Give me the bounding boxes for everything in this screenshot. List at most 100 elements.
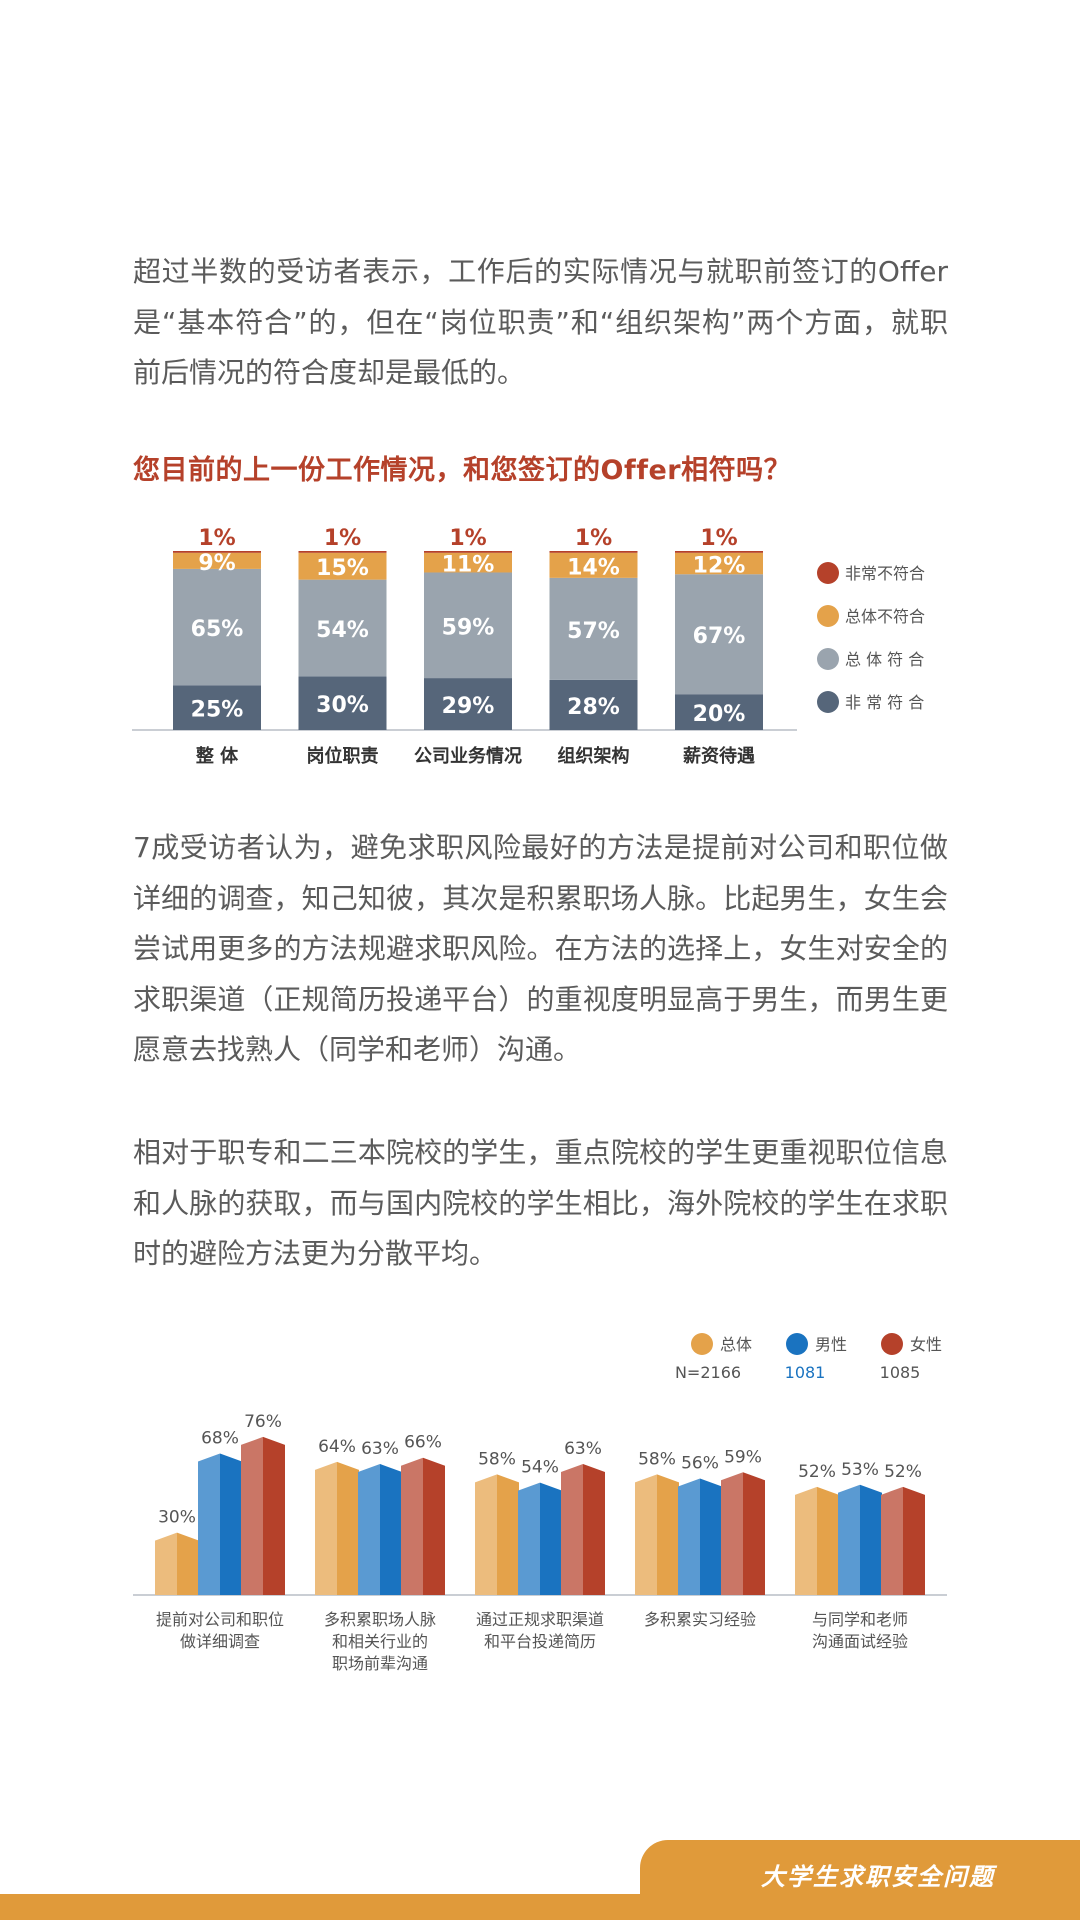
chart1-value-label: 12% xyxy=(693,554,746,579)
chart2-bar xyxy=(881,1486,925,1595)
chart2-legend-label: 女性 xyxy=(910,1335,942,1354)
chart1-value-label: 67% xyxy=(693,624,746,649)
chart1-value-label: 14% xyxy=(567,555,620,580)
chart1-bar-segment xyxy=(424,572,512,679)
chart2-value-label: 58% xyxy=(638,1449,676,1469)
chart2-value-label: 54% xyxy=(521,1458,559,1478)
chart1-bar-segment xyxy=(173,568,261,686)
risk-avoidance-chart: 总体 N=2166 男性 1081 女性 1085 30% 68%76% 提前对公司和职位做详… xyxy=(133,1333,947,1673)
chart1-bar-segment xyxy=(173,552,261,569)
risk-methods-paragraph: 7成受访者认为，避免求职风险最好的方法是提前对公司和职位做详细的调查，知己知彼，… xyxy=(133,831,948,1066)
chart1-value-label: 54% xyxy=(316,618,369,643)
chart1-legend-label: 总体不符合 xyxy=(845,607,925,626)
chart1-bar-segment xyxy=(549,679,638,730)
chart2-category-label: 通过正规求职渠道和平台投递简历 xyxy=(476,1610,604,1651)
chart2-legend-label: 总体 xyxy=(720,1335,752,1354)
chart1-legend-swatch xyxy=(817,605,839,627)
chart1-title: 您目前的上一份工作情况，和您签订的Offer相符吗？ xyxy=(133,455,792,486)
chart1-category-label: 薪资待遇 xyxy=(683,745,755,767)
chart1-value-label: 59% xyxy=(442,615,495,640)
footer-banner: 大学生求职安全问题 xyxy=(0,1840,1080,1920)
chart1-legend-label: 非常不符合 xyxy=(845,564,925,583)
chart2-legend-label: 男性 xyxy=(815,1335,847,1354)
chart1-category-label: 整 体 xyxy=(195,745,239,767)
chart2-value-label: 52% xyxy=(884,1462,922,1482)
chart1-bar-segment xyxy=(675,574,763,695)
chart1-bar-segment xyxy=(675,552,763,575)
chart2-legend-n: 1081 xyxy=(785,1363,826,1382)
chart1-bar-segment xyxy=(298,676,387,730)
chart2-bar xyxy=(518,1482,562,1595)
intro-paragraph: 超过半数的受访者表示，工作后的实际情况与就职前签订的Offer是“基本符合”的，… xyxy=(133,255,948,389)
chart1-value-label: 1% xyxy=(575,526,612,551)
chart2-bar xyxy=(678,1478,722,1595)
chart1-bar-segment xyxy=(424,551,512,553)
school-comparison-paragraph: 相对于职专和二三本院校的学生，重点院校的学生更重视职位信息和人脉的获取，而与国内… xyxy=(133,1136,948,1270)
chart2-value-label: 63% xyxy=(361,1439,399,1459)
chart1-value-label: 15% xyxy=(316,556,369,581)
chart2-legend-n: N=2166 xyxy=(675,1363,741,1382)
chart1-value-label: 1% xyxy=(324,526,361,551)
chart1-legend-swatch xyxy=(817,691,839,713)
chart2-bar xyxy=(315,1461,359,1595)
chart2-bar xyxy=(838,1484,882,1595)
chart1-bar-segment xyxy=(549,577,638,680)
chart1-category-label: 公司业务情况 xyxy=(414,745,522,767)
chart2-value-label: 52% xyxy=(798,1462,836,1482)
chart2-value-label: 68% xyxy=(201,1429,239,1449)
chart2-category-label: 多积累职场人脉和相关行业的职场前辈沟通 xyxy=(324,1610,436,1673)
chart2-value-label: 63% xyxy=(564,1439,602,1459)
chart1-value-label: 1% xyxy=(449,526,486,551)
chart1-value-label: 57% xyxy=(567,619,620,644)
chart1-value-label: 9% xyxy=(198,551,235,576)
chart1-value-label: 1% xyxy=(700,526,737,551)
chart1-category-label: 组织架构 xyxy=(558,745,630,767)
chart2-value-label: 58% xyxy=(478,1449,516,1469)
chart2-value-label: 59% xyxy=(724,1447,762,1467)
chart1-value-label: 20% xyxy=(693,702,746,727)
chart1-bar-segment xyxy=(298,579,387,677)
chart2-category-label: 提前对公司和职位做详细调查 xyxy=(156,1610,284,1651)
chart2-bar xyxy=(358,1463,402,1595)
chart2-bar xyxy=(475,1474,519,1595)
chart2-category-label: 多积累实习经验 xyxy=(644,1610,756,1629)
chart2-bar xyxy=(155,1532,199,1595)
chart2-category-label: 与同学和老师沟通面试经验 xyxy=(812,1610,908,1651)
chart1-legend-swatch xyxy=(817,562,839,584)
chart2-value-label: 30% xyxy=(158,1508,196,1528)
chart2-bar xyxy=(401,1457,445,1595)
chart1-bar-segment xyxy=(675,551,763,553)
chart2-bar xyxy=(795,1486,839,1595)
chart1-bar-segment xyxy=(549,551,638,553)
chart1-legend-swatch xyxy=(817,648,839,670)
chart2-value-label: 66% xyxy=(404,1433,442,1453)
chart1-bar-segment xyxy=(424,678,512,730)
chart1-value-label: 11% xyxy=(442,553,495,578)
chart1-bar-segment xyxy=(424,552,512,573)
footer-title: 大学生求职安全问题 xyxy=(761,1863,995,1891)
chart2-value-label: 76% xyxy=(244,1412,282,1432)
chart1-value-label: 30% xyxy=(316,693,369,718)
chart2-value-label: 53% xyxy=(841,1460,879,1480)
chart1-bar-segment xyxy=(298,551,387,553)
footer-tab xyxy=(640,1840,1080,1920)
chart2-legend-swatch xyxy=(691,1333,713,1355)
chart2-legend-n: 1085 xyxy=(880,1363,921,1382)
chart1-legend-label: 总 体 符 合 xyxy=(845,650,924,669)
chart1-bar-segment xyxy=(675,694,763,730)
chart1-category-label: 岗位职责 xyxy=(307,745,379,767)
chart2-bar xyxy=(721,1472,765,1595)
offer-match-chart: 25%65%9%1%整 体30%54%15%1%岗位职责29%59%11%1%公… xyxy=(132,526,925,767)
chart2-bar xyxy=(635,1474,679,1595)
chart2-bar xyxy=(561,1463,605,1595)
chart1-value-label: 25% xyxy=(191,698,244,723)
chart1-bar-segment xyxy=(173,685,261,730)
chart1-bar-segment xyxy=(549,552,638,578)
chart2-bar xyxy=(198,1453,242,1595)
chart1-legend-label: 非 常 符 合 xyxy=(845,693,924,712)
chart1-value-label: 65% xyxy=(191,617,244,642)
chart2-legend-swatch xyxy=(881,1333,903,1355)
chart1-value-label: 28% xyxy=(567,695,620,720)
chart1-bar-segment xyxy=(298,552,387,580)
chart1-value-label: 1% xyxy=(198,526,235,551)
